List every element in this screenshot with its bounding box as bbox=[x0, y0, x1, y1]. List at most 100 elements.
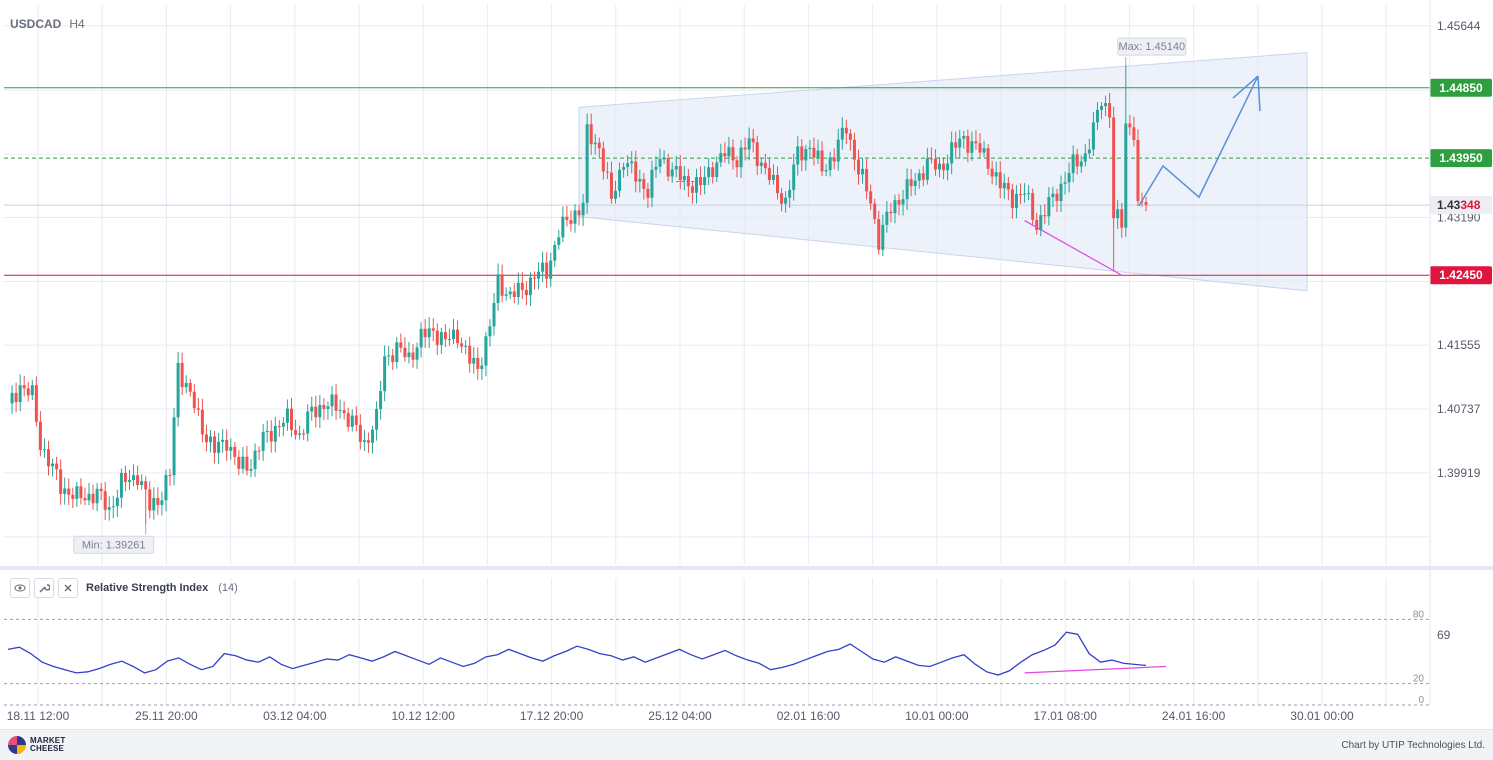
bear-candle bbox=[533, 277, 536, 279]
bull-candle bbox=[338, 410, 342, 412]
bull-candle bbox=[1059, 183, 1063, 202]
bear-candle bbox=[735, 160, 739, 168]
bull-candle bbox=[695, 177, 698, 193]
chart-credit[interactable]: Chart by UTIP Technologies Ltd. bbox=[1341, 740, 1485, 751]
bull-candle bbox=[152, 497, 156, 511]
bull-candle bbox=[115, 497, 119, 507]
bull-candle bbox=[111, 506, 115, 508]
bear-candle bbox=[257, 450, 261, 452]
bull-candle bbox=[804, 149, 808, 161]
forecast-arrowhead bbox=[1232, 75, 1259, 99]
bear-candle bbox=[597, 142, 601, 149]
bear-candle bbox=[456, 329, 460, 344]
bear-candle bbox=[545, 262, 549, 279]
price-chart[interactable]: 1.448501.439501.424501.456441.431901.415… bbox=[0, 0, 1493, 729]
bull-candle bbox=[310, 406, 314, 412]
bear-candle bbox=[1019, 194, 1022, 196]
bear-candle bbox=[277, 426, 281, 428]
x-tick-label: 17.01 08:00 bbox=[1033, 709, 1097, 723]
forecast-arrow bbox=[1138, 75, 1259, 207]
bear-candle bbox=[204, 434, 208, 443]
bear-candle bbox=[743, 147, 747, 150]
bull-candle bbox=[885, 211, 889, 225]
level-tag: 1.43950 bbox=[1430, 149, 1492, 168]
bear-candle bbox=[877, 219, 881, 250]
bear-candle bbox=[22, 385, 26, 389]
close-icon[interactable] bbox=[58, 578, 78, 598]
forecast-arrowhead bbox=[1257, 76, 1261, 112]
bear-candle bbox=[476, 357, 480, 369]
bear-candle bbox=[569, 220, 573, 224]
bull-candle bbox=[573, 210, 577, 224]
bear-candle bbox=[225, 439, 229, 451]
eye-icon[interactable] bbox=[10, 578, 30, 598]
x-tick-label: 10.01 00:00 bbox=[905, 709, 969, 723]
bull-candle bbox=[861, 168, 865, 175]
bull-candle bbox=[630, 161, 634, 164]
brand-logo[interactable]: MARKET CHEESE bbox=[8, 736, 65, 754]
bear-candle bbox=[302, 433, 306, 435]
bull-candle bbox=[537, 271, 541, 279]
bear-candle bbox=[1120, 209, 1124, 228]
level-tag: 1.44850 bbox=[1430, 78, 1492, 97]
bear-candle bbox=[47, 449, 50, 467]
bull-candle bbox=[670, 169, 674, 177]
bear-candle bbox=[399, 342, 403, 348]
bear-candle bbox=[334, 394, 338, 411]
indicator-toolbar: Relative Strength Index (14) bbox=[10, 578, 238, 598]
wrench-icon[interactable] bbox=[34, 578, 54, 598]
rsi-level-label: 20 bbox=[1413, 674, 1425, 685]
bear-candle bbox=[642, 178, 646, 189]
bull-candle bbox=[221, 439, 225, 442]
bull-candle bbox=[447, 339, 451, 341]
bear-candle bbox=[59, 469, 63, 494]
bear-candle bbox=[245, 456, 249, 471]
bull-candle bbox=[241, 456, 245, 469]
rsi-line bbox=[7, 631, 1147, 676]
bull-candle bbox=[375, 408, 379, 430]
bull-candle bbox=[1002, 182, 1006, 189]
bear-candle bbox=[954, 142, 958, 148]
bear-candle bbox=[411, 352, 415, 360]
x-tick-label: 10.12 12:00 bbox=[391, 709, 455, 723]
bull-candle bbox=[541, 262, 545, 272]
bear-candle bbox=[423, 328, 427, 338]
rsi-level-label: 80 bbox=[1413, 609, 1425, 620]
bull-candle bbox=[464, 345, 468, 347]
bear-candle bbox=[294, 430, 298, 435]
bear-candle bbox=[269, 430, 273, 442]
bull-candle bbox=[298, 433, 302, 435]
bear-candle bbox=[1136, 140, 1140, 202]
bull-candle bbox=[796, 146, 800, 165]
level-tag-label: 1.42450 bbox=[1439, 268, 1483, 282]
bear-candle bbox=[889, 211, 893, 214]
bull-candle bbox=[379, 391, 383, 409]
bear-candle bbox=[468, 345, 472, 364]
bear-candle bbox=[751, 138, 755, 143]
bear-candle bbox=[933, 158, 937, 170]
bull-candle bbox=[1067, 173, 1071, 183]
bull-candle bbox=[18, 385, 22, 403]
bull-candle bbox=[107, 507, 111, 510]
bull-candle bbox=[816, 150, 820, 158]
bull-candle bbox=[836, 139, 840, 162]
bear-candle bbox=[1112, 117, 1116, 219]
bear-candle bbox=[26, 388, 30, 396]
bear-candle bbox=[909, 179, 913, 187]
bull-candle bbox=[265, 430, 269, 432]
y-tick-label: 1.41555 bbox=[1437, 338, 1481, 352]
bear-candle bbox=[776, 174, 779, 194]
bear-candle bbox=[156, 497, 160, 505]
bull-candle bbox=[925, 158, 929, 180]
bull-candle bbox=[703, 177, 707, 186]
bear-candle bbox=[1031, 193, 1035, 220]
bear-candle bbox=[711, 167, 715, 178]
max-label: Max: 1.45140 bbox=[1118, 41, 1185, 53]
bear-candle bbox=[144, 481, 148, 490]
bull-candle bbox=[452, 329, 455, 340]
y-tick-label: 1.40737 bbox=[1437, 402, 1481, 416]
bear-candle bbox=[520, 282, 524, 290]
bull-candle bbox=[658, 159, 662, 167]
divergence-line-price bbox=[1024, 220, 1123, 276]
bear-candle bbox=[986, 148, 990, 169]
